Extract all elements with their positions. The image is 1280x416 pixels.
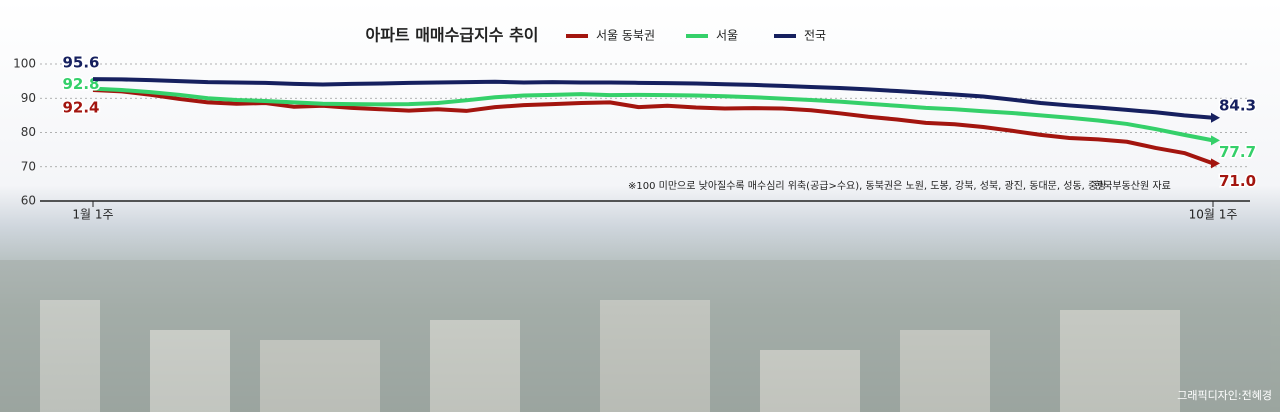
legend-label: 전국 <box>804 29 826 43</box>
x-tick-label: 1월 1주 <box>72 208 113 222</box>
city-blocks <box>0 260 1280 412</box>
y-tick-label: 70 <box>21 159 36 173</box>
value-label: 95.6 <box>62 54 99 72</box>
y-tick-label: 60 <box>21 194 36 208</box>
value-label: 92.4 <box>62 99 99 117</box>
x-tick-label: 10월 1주 <box>1189 208 1238 222</box>
end-arrow <box>1211 135 1220 146</box>
value-label: 84.3 <box>1219 96 1256 114</box>
end-arrow <box>1211 158 1220 169</box>
chart-title: 아파트 매매수급지수 추이 <box>365 26 538 45</box>
y-tick-label: 100 <box>13 57 36 71</box>
value-label: 77.7 <box>1219 143 1256 161</box>
y-tick-label: 80 <box>21 125 36 139</box>
series-line <box>92 88 1214 166</box>
source: 한국부동산원 자료 <box>1094 180 1171 192</box>
y-tick-label: 90 <box>21 91 36 105</box>
footnote: ※100 미만으로 낮아질수록 매수심리 위축(공급>수요), 동북권은 노원,… <box>628 179 1106 192</box>
end-arrow <box>1211 112 1220 123</box>
value-label: 92.8 <box>62 75 99 93</box>
credit: 그래픽디자인:전혜경 <box>1177 389 1272 402</box>
series-line <box>92 77 1214 120</box>
legend-label: 서울 동북권 <box>596 29 655 43</box>
legend-label: 서울 <box>716 29 738 43</box>
value-label: 71.0 <box>1219 172 1256 190</box>
series-line <box>92 86 1214 143</box>
